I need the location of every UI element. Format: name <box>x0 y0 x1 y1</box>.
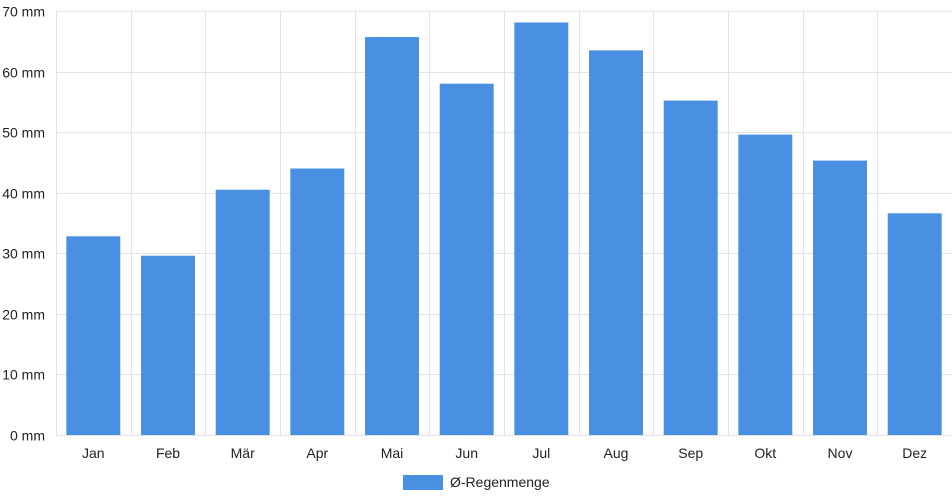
bars <box>66 22 942 436</box>
legend-label: Ø-Regenmenge <box>450 474 550 490</box>
x-tick-label: Sep <box>678 445 703 461</box>
y-tick-label: 50 mm <box>2 125 45 141</box>
y-axis: 0 mm 10 mm 20 mm 30 mm 40 mm 50 mm 60 mm 70 mm <box>2 4 45 444</box>
bar <box>738 134 793 435</box>
y-tick-label: 20 mm <box>2 307 45 323</box>
y-tick-label: 60 mm <box>2 65 45 81</box>
x-tick-label: Nov <box>828 445 853 461</box>
x-tick-label: Mär <box>231 445 255 461</box>
x-axis: Jan Feb Mär Apr Mai Jun Jul Aug Sep Okt Nov Dez <box>82 445 927 461</box>
x-tick-label: Mai <box>381 445 404 461</box>
bar <box>887 213 942 435</box>
bar <box>663 100 718 435</box>
x-tick-label: Jun <box>455 445 478 461</box>
x-tick-label: Aug <box>604 445 629 461</box>
bar <box>215 189 270 435</box>
legend-swatch <box>403 475 443 490</box>
bar <box>439 83 494 435</box>
x-tick-label: Jul <box>532 445 550 461</box>
y-tick-label: 70 mm <box>2 4 45 20</box>
bar <box>514 22 569 435</box>
bar <box>66 236 121 435</box>
bar <box>290 168 345 435</box>
bar <box>589 50 643 436</box>
x-tick-label: Dez <box>902 445 927 461</box>
bar <box>365 37 419 435</box>
x-tick-label: Feb <box>156 445 180 461</box>
legend: Ø-Regenmenge <box>403 474 550 490</box>
y-tick-label: 10 mm <box>2 367 45 383</box>
x-tick-label: Okt <box>754 445 776 461</box>
grid <box>56 11 952 436</box>
y-tick-label: 40 mm <box>2 186 45 202</box>
y-tick-label: 30 mm <box>2 246 45 262</box>
y-tick-label: 0 mm <box>10 428 45 444</box>
bar <box>141 255 195 435</box>
x-tick-label: Jan <box>82 445 105 461</box>
x-tick-label: Apr <box>306 445 328 461</box>
bar <box>813 160 867 435</box>
